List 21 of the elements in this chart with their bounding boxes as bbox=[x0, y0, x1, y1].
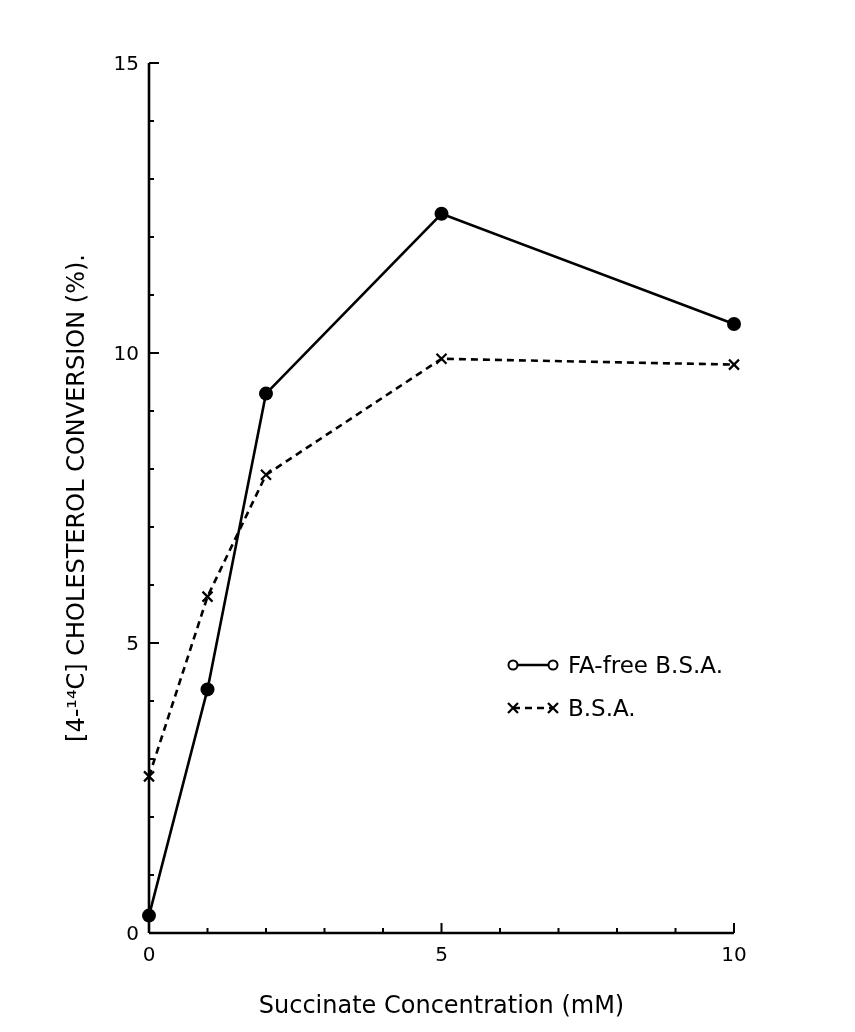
x-tick-label: 10 bbox=[721, 942, 747, 966]
point bbox=[727, 317, 741, 331]
point bbox=[200, 682, 215, 697]
y-axis-title: [4-¹⁴C] CHOLESTEROL CONVERSION (%). bbox=[62, 254, 90, 742]
legend-label: B.S.A. bbox=[568, 695, 636, 721]
point bbox=[434, 206, 449, 221]
x-tick-label: 5 bbox=[435, 942, 448, 966]
point bbox=[142, 770, 156, 783]
point bbox=[435, 352, 448, 365]
x-axis-title: Succinate Concentration (mM) bbox=[258, 991, 625, 1019]
point bbox=[727, 358, 741, 371]
y-tick-label: 15 bbox=[113, 51, 139, 75]
legend-label: FA-free B.S.A. bbox=[568, 652, 723, 678]
point bbox=[201, 590, 214, 603]
x-tick-label: 0 bbox=[142, 942, 156, 966]
y-tick-label: 0 bbox=[126, 921, 139, 945]
point bbox=[142, 908, 156, 923]
point bbox=[259, 468, 273, 481]
y-tick-label: 5 bbox=[126, 631, 139, 655]
point bbox=[259, 386, 273, 401]
y-tick-label: 10 bbox=[113, 341, 139, 365]
